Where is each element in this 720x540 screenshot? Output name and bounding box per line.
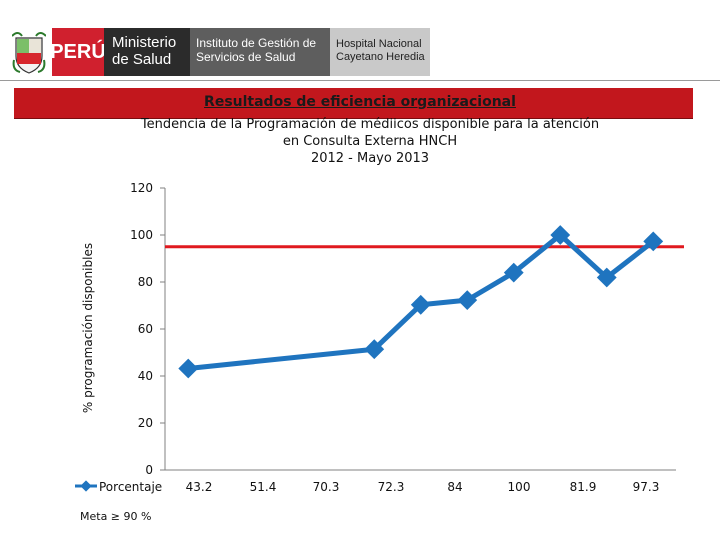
logo-ministry: Ministerio de Salud — [104, 28, 190, 76]
data-point — [457, 290, 478, 310]
logo-ministry-line2: de Salud — [112, 51, 172, 68]
legend-series-name: Porcentaje — [99, 480, 162, 494]
table-cell-value: 81.9 — [570, 480, 597, 494]
data-point — [364, 339, 385, 360]
y-tick-label: 0 — [145, 463, 153, 477]
data-point — [596, 267, 617, 288]
header-divider — [0, 80, 720, 81]
logo-institute: Instituto de Gestión de Servicios de Sal… — [190, 28, 330, 76]
y-tick-label: 80 — [138, 275, 153, 289]
header-logos: PERÚ Ministerio de Salud Instituto de Ge… — [0, 0, 720, 82]
subtitle-line-1: Tendencia de la Programación de médiicos… — [140, 117, 600, 132]
logo-ministry-line1: Ministerio — [112, 34, 177, 51]
y-tick-label: 100 — [130, 228, 153, 242]
subtitle-line-3: 2012 - Mayo 2013 — [310, 151, 430, 166]
chart-subtitle: Tendencia de la Programación de médiicos… — [0, 116, 720, 167]
table-cell-value: 70.3 — [313, 480, 340, 494]
table-cell-value: 97.3 — [633, 480, 660, 494]
data-point — [503, 262, 524, 283]
data-point — [178, 358, 199, 379]
y-tick-label: 120 — [130, 181, 153, 195]
y-tick-label: 40 — [138, 369, 153, 383]
government-logo-bar: PERÚ Ministerio de Salud Instituto de Ge… — [50, 28, 430, 76]
y-axis-label: % programación disponibles — [81, 243, 95, 413]
subtitle-line-2: en Consulta Externa HNCH — [282, 134, 458, 149]
table-cell-value: 43.2 — [186, 480, 213, 494]
data-point — [410, 294, 431, 315]
logo-peru: PERÚ — [50, 28, 106, 76]
table-cell-value: 72.3 — [378, 480, 405, 494]
logo-institute-line2: Servicios de Salud — [196, 50, 296, 64]
logo-institute-line1: Instituto de Gestión de — [196, 36, 317, 50]
title-banner — [14, 88, 693, 119]
y-tick-label: 60 — [138, 322, 153, 336]
logo-hospital-line2: Cayetano Heredia — [336, 51, 425, 63]
banner-title: Resultados de eficiencia organizacional — [204, 94, 516, 110]
legend-swatch-marker — [80, 480, 92, 492]
coat-of-arms-icon — [12, 32, 46, 74]
logo-hospital-line1: Hospital Nacional — [336, 38, 422, 50]
logo-hospital: Hospital Nacional Cayetano Heredia — [330, 28, 430, 76]
meta-label: Meta ≥ 90 % — [80, 510, 152, 523]
series-line-porcentaje — [187, 232, 655, 371]
table-cell-value: 51.4 — [250, 480, 277, 494]
table-cell-value: 100 — [508, 480, 531, 494]
y-tick-label: 20 — [138, 416, 153, 430]
table-cell-value: 84 — [447, 480, 462, 494]
